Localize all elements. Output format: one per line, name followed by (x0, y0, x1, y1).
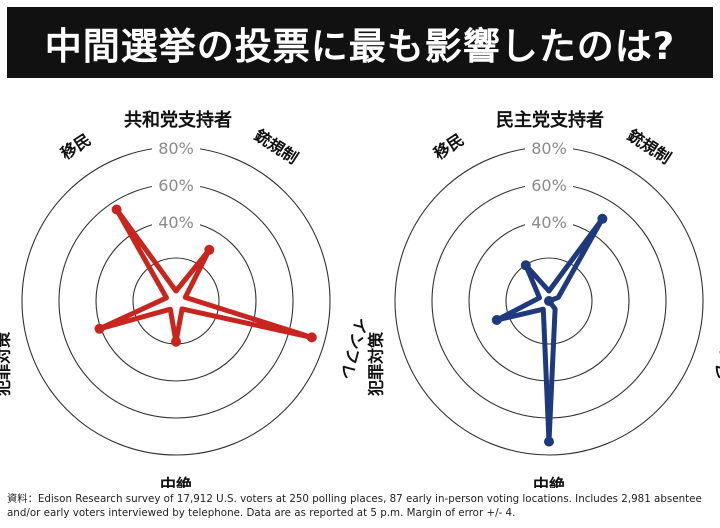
republican-tick-label-bg (152, 173, 200, 195)
republican-tick-label-bg (152, 210, 200, 232)
democrat-point-2 (597, 213, 608, 224)
democrat-axis-label-5: 犯罪対策 (367, 331, 386, 397)
democrat-tick-label: 40% (531, 213, 567, 232)
republican-point-4 (171, 336, 181, 347)
democrat-chart-title: 民主党支持者 (496, 109, 604, 131)
democrat-axis-label-4: 中絶 (533, 476, 565, 489)
republican-axis-label-5: 犯罪対策 (0, 331, 13, 397)
democrat-axis-label-2: 銃規制 (624, 126, 675, 168)
republican-tick-label: 40% (158, 213, 194, 232)
republican-ring-2 (95, 220, 257, 382)
democrat-point-1 (520, 260, 531, 271)
source-note: 資料：Edison Research survey of 17,912 U.S.… (7, 493, 702, 519)
democrat-point-3 (544, 296, 554, 306)
republican-tick-label: 80% (158, 139, 194, 158)
page-title: 中間選挙の投票に最も影響したのは? (7, 7, 713, 78)
democrat-tick-label: 80% (531, 139, 567, 158)
democrat-axis-label-3: インフレ (709, 315, 720, 381)
democrat-tick-label-bg (525, 173, 573, 195)
democrat-series-line (494, 216, 605, 445)
republican-point-3 (306, 332, 317, 343)
republican-tick-label-bg (152, 136, 200, 158)
republican-point-5 (94, 323, 105, 334)
republican-axis-label-2: 銃規制 (251, 126, 302, 168)
republican-axis-label-4: 中絶 (160, 476, 192, 489)
republican-chart-title: 共和党支持者 (124, 109, 232, 131)
democrat-point-4 (544, 436, 554, 447)
republican-axis-label-1: 移民 (57, 130, 94, 163)
democrat-axis-label-1: 移民 (430, 130, 467, 163)
republican-tick-label: 60% (158, 176, 194, 195)
republican-point-2 (204, 244, 215, 255)
democrat-tick-label: 60% (531, 176, 567, 195)
democrat-ring-1 (505, 257, 593, 345)
republican-series-line (97, 207, 315, 345)
democrat-point-5 (491, 315, 502, 325)
democrat-tick-label-bg (525, 136, 573, 158)
democrat-tick-label-bg (525, 210, 573, 232)
republican-point-1 (111, 204, 122, 215)
